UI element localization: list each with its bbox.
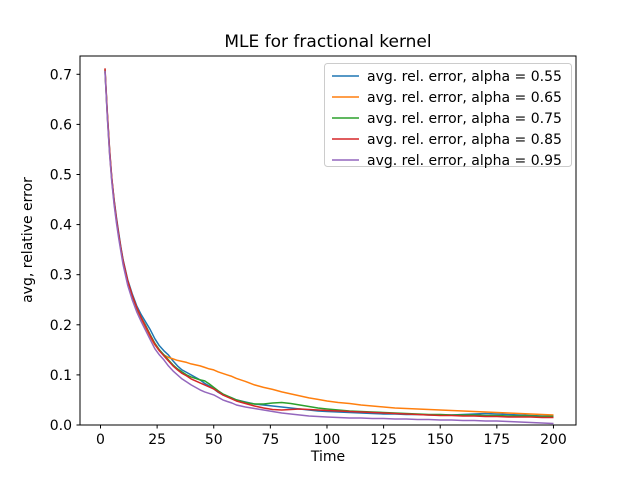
y-tick-label: 0.0: [50, 418, 72, 434]
x-axis-label: Time: [310, 449, 345, 465]
legend-label-1: avg. rel. error, alpha = 0.65: [367, 90, 562, 106]
series-line-3: [104, 68, 554, 419]
x-tick-label: 200: [540, 432, 567, 448]
y-tick-label: 0.1: [50, 368, 72, 384]
x-tick-label: 25: [148, 432, 166, 448]
y-axis-label: avg, relative error: [20, 177, 36, 303]
chart-title: MLE for fractional kernel: [224, 32, 431, 52]
x-tick-label: 100: [314, 432, 341, 448]
y-tick-label: 0.2: [50, 318, 72, 334]
legend-label-3: avg. rel. error, alpha = 0.85: [367, 132, 562, 148]
x-tick-label: 0: [96, 432, 105, 448]
y-tick-label: 0.5: [50, 167, 72, 183]
y-tick-label: 0.6: [50, 117, 72, 133]
x-tick-label: 75: [261, 432, 279, 448]
axes-area: 0 25 50 75 100 125 150 175 200 0.0 0.1 0.2 0.3 0.4 0.5…: [50, 55, 577, 448]
series-line-4: [104, 70, 554, 425]
x-tick-label: 125: [370, 432, 397, 448]
plot-frame: [79, 55, 577, 426]
legend-box: [324, 63, 572, 167]
y-tick-label: 0.7: [50, 67, 72, 83]
legend-label-2: avg. rel. error, alpha = 0.75: [367, 111, 562, 127]
legend-label-0: avg. rel. error, alpha = 0.55: [367, 69, 562, 85]
y-tick-label: 0.4: [50, 218, 72, 234]
legend-label-4: avg. rel. error, alpha = 0.95: [367, 153, 562, 169]
y-tick-label: 0.3: [50, 268, 72, 284]
x-tick-label: 50: [205, 432, 223, 448]
x-tick-label: 175: [483, 432, 510, 448]
x-tick-label: 150: [427, 432, 454, 448]
